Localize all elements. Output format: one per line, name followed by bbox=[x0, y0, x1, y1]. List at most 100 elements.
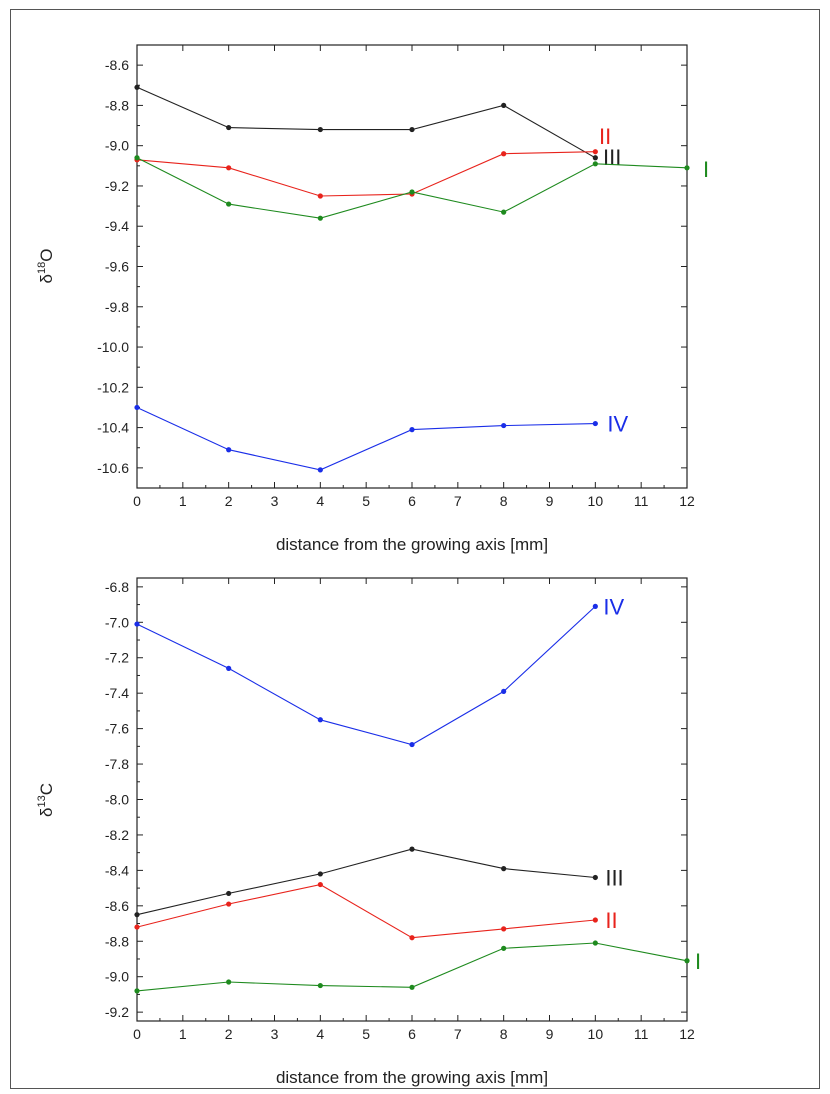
y-axis-label-superscript: 18 bbox=[36, 262, 48, 274]
y-tick-label: -9.8 bbox=[105, 299, 129, 315]
data-point-I bbox=[684, 165, 690, 171]
y-tick-label: -9.0 bbox=[105, 138, 129, 154]
y-axis-ticks: -10.6 -10.4 -10.2 -10.0 -9.8 -9.6 -9.4 -9.2 -9.0… bbox=[97, 57, 687, 476]
x-tick-label: 0 bbox=[133, 493, 141, 509]
data-point-I bbox=[592, 161, 598, 167]
x-tick-label: 2 bbox=[225, 1026, 233, 1042]
x-tick-label: 7 bbox=[454, 493, 462, 509]
data-point-II bbox=[317, 881, 323, 888]
data-point-III bbox=[134, 84, 140, 90]
plot-area-frame bbox=[136, 577, 688, 1022]
delta13C-chart: -9.2 -9.0 -8.8 -8.6 -8.4 -8.2 -8.0 -7.8 -7.6 -7.4… bbox=[36, 577, 701, 1087]
x-tick-label: 9 bbox=[546, 1026, 554, 1042]
y-axis-label-element: C bbox=[37, 783, 56, 795]
data-point-IV bbox=[501, 422, 507, 429]
data-point-III bbox=[409, 846, 415, 852]
y-tick-label: -7.8 bbox=[105, 756, 129, 772]
plot-area-frame bbox=[136, 44, 688, 489]
x-tick-label: 3 bbox=[271, 493, 279, 509]
series-line-II bbox=[136, 151, 596, 197]
y-axis-label: δ18O bbox=[36, 249, 56, 284]
data-point-II bbox=[134, 924, 140, 930]
y-tick-label: -10.2 bbox=[97, 379, 129, 395]
figure-frame bbox=[10, 9, 820, 1089]
y-tick-label: -7.2 bbox=[105, 650, 129, 666]
series-label-IV: IV bbox=[607, 412, 628, 437]
y-tick-label: -7.4 bbox=[105, 685, 129, 701]
data-point-IV bbox=[501, 688, 507, 695]
data-point-III bbox=[317, 871, 323, 877]
data-point-IV bbox=[317, 467, 323, 473]
y-tick-label: -6.8 bbox=[105, 579, 129, 595]
x-axis-label: distance from the growing axis [mm] bbox=[276, 535, 548, 554]
y-tick-label: -8.8 bbox=[105, 933, 129, 949]
x-tick-label: 7 bbox=[454, 1026, 462, 1042]
data-point-I bbox=[226, 979, 232, 985]
data-point-II bbox=[226, 165, 232, 171]
data-point-IV bbox=[592, 603, 598, 609]
y-axis-label: δ13C bbox=[36, 783, 56, 817]
series-line-II bbox=[136, 884, 596, 939]
data-point-II bbox=[317, 193, 323, 199]
y-tick-label: -9.2 bbox=[105, 178, 129, 194]
data-point-I bbox=[501, 945, 507, 951]
y-axis-label-text: δ13C bbox=[36, 783, 56, 817]
y-axis-label-delta: δ bbox=[37, 274, 56, 283]
data-point-I bbox=[226, 201, 232, 207]
y-tick-label: -8.4 bbox=[105, 862, 129, 878]
data-point-IV bbox=[226, 665, 232, 671]
series-label-II: II bbox=[599, 124, 611, 149]
data-point-I bbox=[134, 988, 140, 994]
data-point-I bbox=[592, 940, 598, 946]
y-tick-label: -8.2 bbox=[105, 827, 129, 843]
y-tick-label: -9.6 bbox=[105, 259, 129, 275]
x-tick-label: 5 bbox=[362, 493, 370, 509]
series-label-II: II bbox=[605, 908, 617, 933]
y-tick-label: -8.6 bbox=[105, 898, 129, 914]
x-tick-label: 9 bbox=[546, 493, 554, 509]
data-point-I bbox=[134, 155, 140, 161]
series-line-IV bbox=[136, 407, 596, 471]
data-point-III bbox=[501, 866, 507, 872]
data-point-II bbox=[501, 151, 507, 157]
data-point-II bbox=[501, 926, 507, 932]
data-point-II bbox=[409, 935, 415, 941]
x-tick-label: 5 bbox=[362, 1026, 370, 1042]
data-point-II bbox=[592, 149, 598, 155]
x-tick-label: 10 bbox=[588, 1026, 604, 1042]
y-tick-label: -9.0 bbox=[105, 969, 129, 985]
x-axis-label: distance from the growing axis [mm] bbox=[276, 1068, 548, 1087]
data-point-IV bbox=[409, 427, 415, 433]
data-point-I bbox=[684, 958, 690, 964]
data-point-I bbox=[501, 209, 507, 215]
x-tick-label: 4 bbox=[316, 493, 324, 509]
data-point-II bbox=[226, 901, 232, 907]
y-tick-label: -8.6 bbox=[105, 57, 129, 73]
data-point-IV bbox=[134, 621, 140, 627]
data-point-IV bbox=[409, 741, 415, 748]
x-tick-label: 4 bbox=[316, 1026, 324, 1042]
y-axis-label-delta: δ bbox=[37, 808, 56, 817]
y-axis-label-superscript: 13 bbox=[36, 795, 48, 807]
x-tick-label: 11 bbox=[634, 1026, 649, 1042]
data-point-I bbox=[317, 982, 323, 989]
x-tick-label: 10 bbox=[588, 493, 604, 509]
x-tick-label: 8 bbox=[500, 1026, 508, 1042]
data-point-III bbox=[226, 890, 232, 897]
data-point-III bbox=[592, 155, 598, 161]
series-line-III bbox=[136, 848, 596, 916]
x-tick-label: 2 bbox=[225, 493, 233, 509]
data-point-I bbox=[409, 189, 415, 195]
x-tick-label: 8 bbox=[500, 493, 508, 509]
data-point-I bbox=[317, 215, 323, 221]
y-axis-label-element: O bbox=[37, 249, 56, 262]
series-line-III bbox=[136, 86, 596, 159]
series-label-IV: IV bbox=[603, 594, 624, 619]
data-point-III bbox=[592, 874, 598, 881]
y-axis-label-text: δ18O bbox=[36, 249, 56, 284]
y-tick-label: -7.6 bbox=[105, 721, 129, 737]
series-line-IV bbox=[136, 605, 596, 746]
